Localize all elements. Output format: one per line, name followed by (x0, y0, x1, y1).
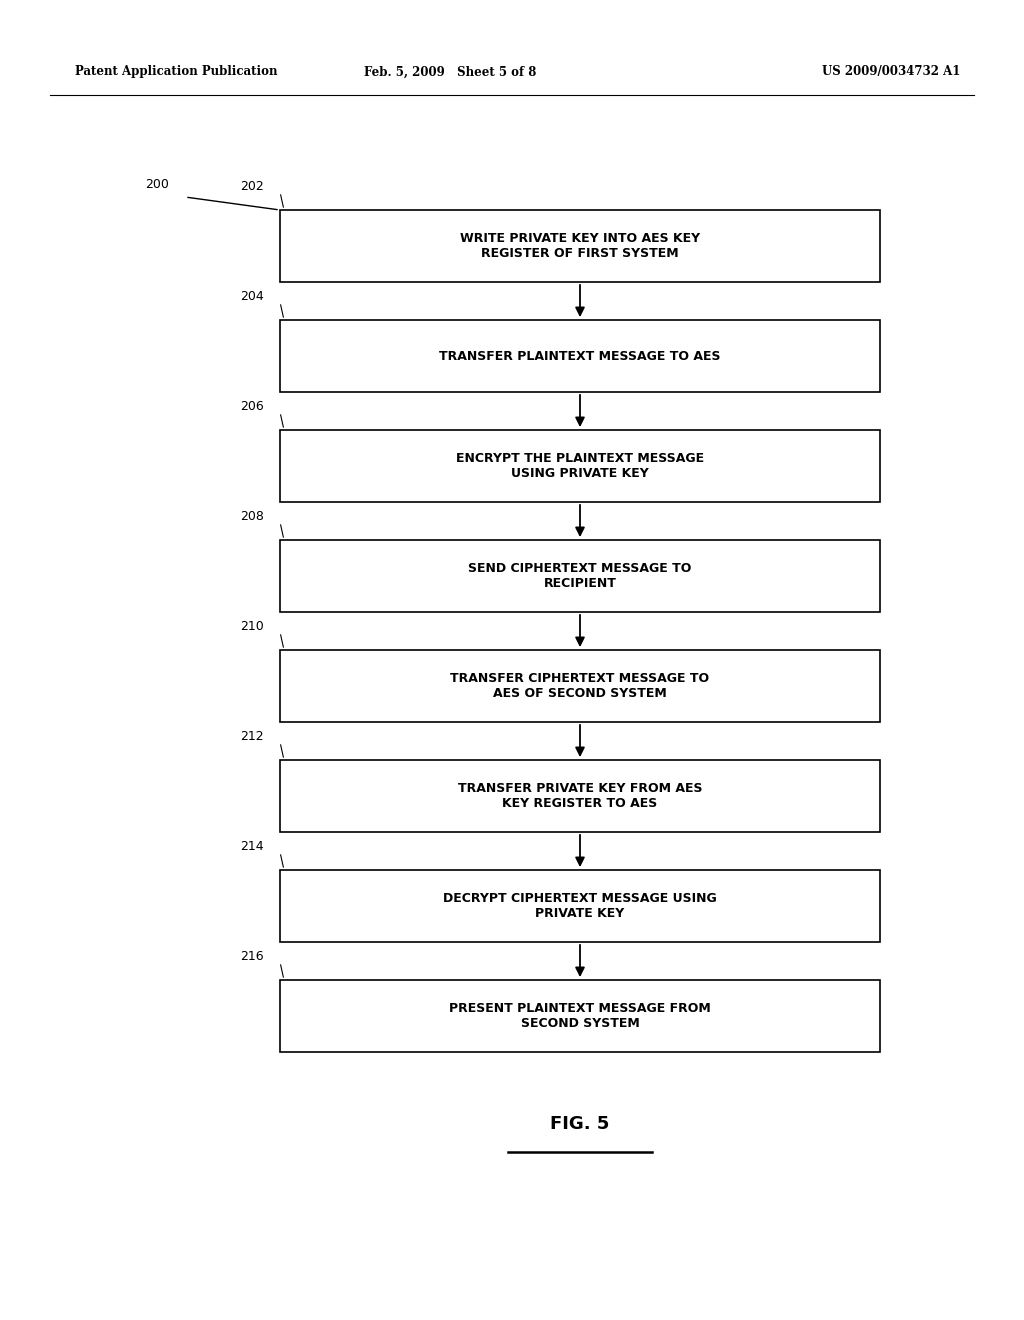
Text: SEND CIPHERTEXT MESSAGE TO
RECIPIENT: SEND CIPHERTEXT MESSAGE TO RECIPIENT (468, 562, 691, 590)
Text: TRANSFER CIPHERTEXT MESSAGE TO
AES OF SECOND SYSTEM: TRANSFER CIPHERTEXT MESSAGE TO AES OF SE… (451, 672, 710, 700)
Bar (280, 979, 880, 1052)
Text: 212: 212 (240, 730, 263, 742)
Text: 204: 204 (240, 289, 264, 302)
Text: 206: 206 (240, 400, 264, 413)
Text: TRANSFER PLAINTEXT MESSAGE TO AES: TRANSFER PLAINTEXT MESSAGE TO AES (439, 350, 721, 363)
Bar (280, 760, 880, 832)
Text: US 2009/0034732 A1: US 2009/0034732 A1 (821, 66, 961, 78)
Text: DECRYPT CIPHERTEXT MESSAGE USING
PRIVATE KEY: DECRYPT CIPHERTEXT MESSAGE USING PRIVATE… (443, 892, 717, 920)
Text: TRANSFER PRIVATE KEY FROM AES
KEY REGISTER TO AES: TRANSFER PRIVATE KEY FROM AES KEY REGIST… (458, 781, 702, 810)
Text: 200: 200 (145, 178, 169, 191)
Bar (280, 430, 880, 502)
Text: Feb. 5, 2009   Sheet 5 of 8: Feb. 5, 2009 Sheet 5 of 8 (364, 66, 537, 78)
Bar (280, 540, 880, 612)
Text: 216: 216 (240, 949, 263, 962)
Text: 214: 214 (240, 840, 263, 853)
Text: 208: 208 (240, 510, 264, 523)
Bar (280, 649, 880, 722)
Text: ENCRYPT THE PLAINTEXT MESSAGE
USING PRIVATE KEY: ENCRYPT THE PLAINTEXT MESSAGE USING PRIV… (456, 451, 705, 480)
Text: WRITE PRIVATE KEY INTO AES KEY
REGISTER OF FIRST SYSTEM: WRITE PRIVATE KEY INTO AES KEY REGISTER … (460, 232, 700, 260)
Text: PRESENT PLAINTEXT MESSAGE FROM
SECOND SYSTEM: PRESENT PLAINTEXT MESSAGE FROM SECOND SY… (450, 1002, 711, 1030)
Bar (280, 870, 880, 942)
Bar (280, 210, 880, 282)
Text: Patent Application Publication: Patent Application Publication (75, 66, 278, 78)
Bar (280, 319, 880, 392)
Text: FIG. 5: FIG. 5 (550, 1115, 609, 1133)
Text: 210: 210 (240, 619, 264, 632)
Text: 202: 202 (240, 180, 264, 193)
